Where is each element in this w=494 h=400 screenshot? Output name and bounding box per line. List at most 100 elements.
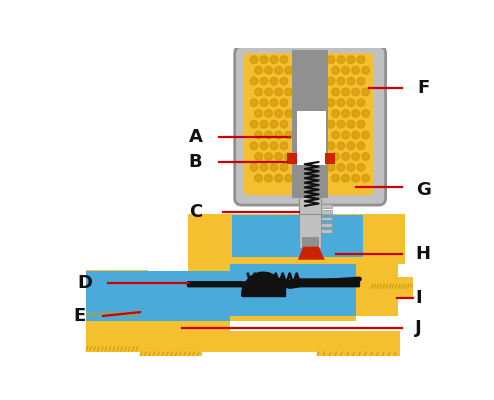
Polygon shape	[188, 278, 360, 288]
Circle shape	[357, 142, 365, 150]
Circle shape	[342, 131, 349, 139]
Circle shape	[337, 77, 345, 85]
Bar	[321, 223, 331, 227]
Circle shape	[275, 174, 283, 182]
Circle shape	[255, 153, 262, 160]
Circle shape	[285, 153, 292, 160]
Text: D: D	[77, 274, 92, 292]
FancyBboxPatch shape	[244, 53, 296, 195]
Bar	[302, 238, 319, 248]
Circle shape	[280, 164, 288, 171]
Circle shape	[255, 110, 262, 117]
Text: F: F	[417, 79, 429, 97]
Circle shape	[357, 77, 365, 85]
Circle shape	[255, 88, 262, 96]
Text: C: C	[189, 203, 202, 221]
Circle shape	[331, 153, 339, 160]
Circle shape	[285, 174, 292, 182]
Circle shape	[275, 153, 283, 160]
Text: B: B	[189, 153, 202, 171]
Circle shape	[280, 99, 288, 106]
Bar	[86, 270, 148, 316]
Circle shape	[342, 174, 349, 182]
Circle shape	[342, 110, 349, 117]
Circle shape	[260, 120, 268, 128]
Circle shape	[352, 110, 360, 117]
Bar	[321, 210, 331, 214]
Circle shape	[357, 99, 365, 106]
Circle shape	[250, 99, 258, 106]
Bar	[230, 264, 356, 316]
Bar	[86, 271, 230, 333]
Circle shape	[265, 174, 272, 182]
Circle shape	[352, 66, 360, 74]
Circle shape	[260, 142, 268, 150]
Circle shape	[260, 164, 268, 171]
Bar	[356, 281, 413, 298]
Circle shape	[285, 131, 292, 139]
Bar	[287, 153, 297, 164]
Circle shape	[275, 66, 283, 74]
FancyBboxPatch shape	[235, 46, 386, 205]
Circle shape	[285, 110, 292, 117]
Circle shape	[265, 88, 272, 96]
Circle shape	[362, 88, 370, 96]
Circle shape	[331, 174, 339, 182]
Bar	[325, 153, 335, 164]
Text: H: H	[416, 244, 431, 262]
Circle shape	[255, 131, 262, 139]
Circle shape	[352, 153, 360, 160]
Circle shape	[280, 120, 288, 128]
Circle shape	[250, 77, 258, 85]
Circle shape	[265, 153, 272, 160]
Bar	[86, 271, 149, 314]
Bar	[297, 111, 327, 165]
Polygon shape	[298, 247, 325, 260]
Circle shape	[260, 56, 268, 64]
Circle shape	[362, 110, 370, 117]
Circle shape	[250, 142, 258, 150]
Circle shape	[331, 131, 339, 139]
Circle shape	[285, 66, 292, 74]
Bar	[188, 264, 230, 325]
Circle shape	[327, 164, 335, 171]
Circle shape	[347, 120, 355, 128]
Bar	[232, 215, 363, 258]
Circle shape	[265, 131, 272, 139]
Circle shape	[347, 142, 355, 150]
Circle shape	[337, 164, 345, 171]
Bar	[86, 330, 400, 352]
Circle shape	[250, 164, 258, 171]
Circle shape	[255, 66, 262, 74]
Circle shape	[250, 120, 258, 128]
Circle shape	[265, 66, 272, 74]
Circle shape	[337, 56, 345, 64]
Circle shape	[337, 120, 345, 128]
Text: G: G	[416, 182, 431, 200]
Circle shape	[347, 99, 355, 106]
Circle shape	[280, 142, 288, 150]
Bar	[140, 331, 202, 356]
Circle shape	[331, 66, 339, 74]
Bar	[321, 229, 331, 233]
Circle shape	[331, 110, 339, 117]
Circle shape	[327, 56, 335, 64]
Circle shape	[327, 99, 335, 106]
Text: E: E	[74, 307, 86, 325]
Circle shape	[265, 110, 272, 117]
Circle shape	[327, 142, 335, 150]
Circle shape	[337, 142, 345, 150]
Circle shape	[352, 131, 360, 139]
Bar	[317, 331, 400, 356]
Circle shape	[270, 142, 278, 150]
Circle shape	[327, 77, 335, 85]
Circle shape	[260, 77, 268, 85]
Bar	[321, 204, 331, 208]
Circle shape	[347, 77, 355, 85]
Circle shape	[270, 56, 278, 64]
Circle shape	[280, 56, 288, 64]
Circle shape	[270, 164, 278, 171]
Bar	[292, 50, 328, 198]
Circle shape	[270, 120, 278, 128]
Circle shape	[250, 56, 258, 64]
